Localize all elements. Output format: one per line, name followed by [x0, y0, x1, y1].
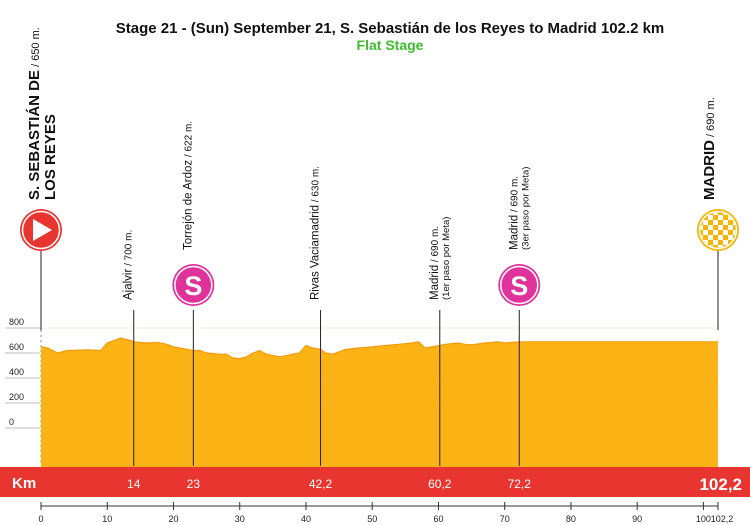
point-altitude: / 630 m. — [311, 166, 322, 205]
point-label: Ajalvir / 700 m. — [123, 230, 135, 300]
x-tick-label: 70 — [500, 514, 510, 524]
sprint-icon-letter: S — [510, 271, 528, 301]
point-label-text: Madrid / 690 m. — [508, 176, 520, 250]
x-tick-label: 60 — [433, 514, 443, 524]
point-label: Madrid / 690 m. — [508, 176, 520, 250]
point-altitude: / 622 m. — [183, 121, 194, 160]
x-tick-label-end: 102,2 — [711, 514, 734, 524]
start-altitude: / 650 m. — [30, 27, 42, 70]
km-band-value: 23 — [187, 477, 201, 491]
km-band-layer: Km 14 23 42,2 60,2 72,2 102,2 — [0, 467, 750, 497]
point-label-text: Ajalvir / 700 m. — [123, 230, 135, 300]
checker-square — [703, 220, 708, 225]
km-band-value: 60,2 — [428, 477, 452, 491]
start-icon-ring — [21, 210, 61, 250]
x-tick-label: 40 — [301, 514, 311, 524]
checker-square — [728, 235, 733, 240]
sprint-icon-ring — [174, 265, 213, 305]
point-name: Rivas Vaciamadrid — [310, 205, 322, 300]
point-label: Madrid / 690 m. — [429, 226, 441, 300]
y-tick-label: 600 — [9, 342, 24, 352]
km-band-label: Km — [12, 475, 36, 492]
finish-altitude: / 690 m. — [705, 97, 717, 140]
finish-label-text: MADRID / 690 m. — [701, 97, 718, 200]
chart-subtitle: Flat Stage — [356, 37, 424, 53]
x-tick-label: 100 — [696, 514, 711, 524]
km-band-value: 14 — [127, 477, 141, 491]
checker-square — [713, 212, 718, 215]
point-name: Madrid — [429, 265, 441, 300]
sprint-icon-letter: S — [184, 271, 202, 301]
point-name: Torrejón de Ardoz — [182, 160, 194, 250]
point-label: Torrejón de Ardoz / 622 m. — [182, 121, 194, 250]
point-note-text: (1er paso por Meta) — [441, 217, 452, 300]
checker-square — [713, 220, 718, 225]
point-altitude: / 690 m. — [509, 176, 520, 215]
km-band-value: 72,2 — [508, 477, 532, 491]
sprint-icon — [172, 264, 215, 306]
checker-square — [703, 230, 708, 235]
x-tick-label: 30 — [235, 514, 245, 524]
marker-layer: Ajalvir / 700 m. Torrejón de Ardoz / 622 … — [20, 27, 739, 466]
point-label-text: Torrejón de Ardoz / 622 m. — [182, 121, 194, 250]
point-note: (3er paso por Meta) — [520, 167, 531, 250]
checker-square — [723, 220, 728, 225]
km-band — [0, 467, 750, 497]
checker-square — [713, 230, 718, 235]
start-label-line2: LOS REYES — [42, 114, 59, 200]
point-name: Ajalvir — [123, 269, 135, 300]
checker-square — [718, 225, 723, 230]
point-label-text: Rivas Vaciamadrid / 630 m. — [310, 166, 322, 300]
x-tick-label: 10 — [102, 514, 112, 524]
sprint-icon — [498, 264, 541, 306]
checker-square — [723, 230, 728, 235]
km-band-total: 102,2 — [699, 475, 742, 494]
point-label: Rivas Vaciamadrid / 630 m. — [310, 166, 322, 300]
x-tick-label: 20 — [168, 514, 178, 524]
elevation-line — [40, 337, 718, 360]
start-arrow-icon — [33, 219, 52, 241]
x-tick-label: 50 — [367, 514, 377, 524]
point-label-text: Madrid / 690 m. — [429, 226, 441, 300]
finish-icon-ring — [698, 210, 738, 250]
checker-square — [733, 212, 736, 215]
finish-name: MADRID — [701, 140, 718, 200]
start-label: S. SEBASTIÁN DE / 650 m.LOS REYES — [26, 27, 59, 200]
checker-square — [718, 235, 723, 240]
checker-square — [728, 225, 733, 230]
finish-label: MADRID / 690 m. — [701, 97, 718, 200]
elevation-area — [41, 338, 718, 468]
checker-square — [700, 245, 703, 248]
checker-square — [718, 215, 723, 220]
start-label-line1: S. SEBASTIÁN DE / 650 m. — [26, 27, 43, 200]
checker-square — [700, 225, 703, 230]
y-tick-label: 400 — [9, 367, 24, 377]
x-tick-label: 0 — [38, 514, 43, 524]
start-name-line1: S. SEBASTIÁN DE — [26, 70, 43, 200]
sprint-icon-ring — [500, 265, 539, 305]
checker-square — [708, 215, 713, 220]
checker-square — [733, 230, 736, 235]
checker-square — [708, 225, 713, 230]
y-tick-label: 800 — [9, 317, 24, 327]
checker-square — [708, 235, 713, 240]
checker-square — [718, 245, 723, 248]
point-name: Madrid — [508, 215, 520, 250]
point-altitude: / 700 m. — [124, 230, 135, 269]
checker-square — [713, 240, 718, 245]
x-tick-label: 90 — [632, 514, 642, 524]
x-axis-layer: 0 10 20 30 40 50 60 70 80 90 100 102,2 — [38, 502, 733, 524]
checker-square — [723, 240, 728, 245]
chart-title: Stage 21 - (Sun) September 21, S. Sebast… — [115, 20, 665, 37]
y-tick-label: 200 — [9, 392, 24, 402]
profile-layer — [40, 327, 718, 468]
km-band-value: 42,2 — [309, 477, 333, 491]
y-tick-label: 0 — [9, 417, 14, 427]
point-note-text: (3er paso por Meta) — [520, 167, 531, 250]
point-altitude: / 690 m. — [430, 226, 441, 265]
x-tick-label: 80 — [566, 514, 576, 524]
point-note: (1er paso por Meta) — [441, 217, 452, 300]
